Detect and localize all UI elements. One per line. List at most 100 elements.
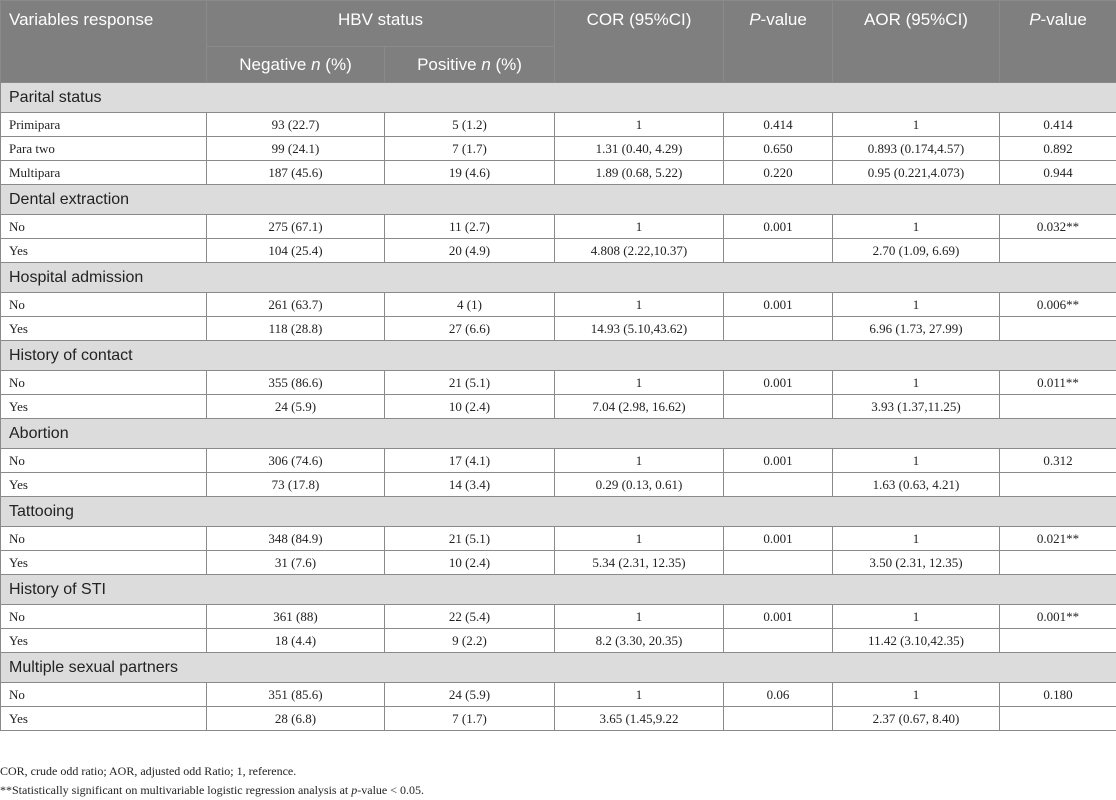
positive-cell: 21 (5.1) [383, 526, 556, 551]
aor-cell: 1 [832, 292, 1001, 317]
cor-cell: 1 [554, 214, 725, 239]
aor-p-value-cell [999, 706, 1116, 731]
row-label: No [0, 370, 207, 395]
cor-cell: 1 [554, 604, 725, 629]
aor-cell: 3.93 (1.37,11.25) [832, 394, 1001, 419]
negative-cell: 24 (5.9) [206, 394, 385, 419]
row-label: Yes [0, 394, 207, 419]
positive-cell: 19 (4.6) [383, 160, 556, 185]
row-label: Yes [0, 316, 207, 341]
negative-cell: 18 (4.4) [206, 628, 385, 653]
cor-cell: 5.34 (2.31, 12.35) [554, 550, 725, 575]
negative-cell: 93 (22.7) [206, 112, 385, 137]
cor-cell: 1 [554, 448, 725, 473]
aor-p-value-cell [999, 394, 1116, 419]
cor-p-value-cell: 0.001 [723, 604, 834, 629]
aor-cell: 6.96 (1.73, 27.99) [832, 316, 1001, 341]
header-aor: AOR (95%CI) [832, 0, 1001, 83]
table-row: Yes 73 (17.8) 14 (3.4) 0.29 (0.13, 0.61) 1.6… [0, 472, 1116, 497]
group-header-row: Dental extraction [0, 184, 1116, 215]
aor-cell: 1 [832, 604, 1001, 629]
aor-p-value-cell [999, 238, 1116, 263]
cor-p-value-cell: 0.001 [723, 526, 834, 551]
aor-cell: 0.95 (0.221,4.073) [832, 160, 1001, 185]
header-hbv-status: HBV status [205, 0, 556, 47]
header-variables: Variables response [0, 0, 207, 83]
table-row: No 261 (63.7) 4 (1) 1 0.001 1 0.006** [0, 292, 1116, 317]
table-row: Yes 18 (4.4) 9 (2.2) 8.2 (3.30, 20.35) 11.42… [0, 628, 1116, 653]
cor-p-value-cell: 0.06 [723, 682, 834, 707]
table-header: Variables response HBV status COR (95%CI… [0, 0, 1116, 83]
cor-cell: 1.89 (0.68, 5.22) [554, 160, 725, 185]
negative-cell: 118 (28.8) [206, 316, 385, 341]
aor-cell: 2.37 (0.67, 8.40) [832, 706, 1001, 731]
cor-p-value-cell: 0.650 [723, 136, 834, 161]
table-row: Para two 99 (24.1) 7 (1.7) 1.31 (0.40, 4.29… [0, 136, 1116, 161]
table-row: Yes 118 (28.8) 27 (6.6) 14.93 (5.10,43.62) 6… [0, 316, 1116, 341]
row-label: Yes [0, 628, 207, 653]
footnote-significance: **Statistically significant on multivari… [0, 783, 425, 797]
aor-p-value-cell: 0.892 [999, 136, 1116, 161]
aor-p-value-cell: 0.032** [999, 214, 1116, 239]
header-cor: COR (95%CI) [554, 0, 725, 83]
group-title: Tattooing [0, 496, 1116, 527]
row-label: Para two [0, 136, 207, 161]
row-label: No [0, 292, 207, 317]
group-header-row: Tattooing [0, 496, 1116, 527]
table-row: No 306 (74.6) 17 (4.1) 1 0.001 1 0.312 [0, 448, 1116, 473]
aor-p-value-cell: 0.011** [999, 370, 1116, 395]
cor-cell: 0.29 (0.13, 0.61) [554, 472, 725, 497]
group-header-row: History of STI [0, 574, 1116, 605]
table-row: Primipara 93 (22.7) 5 (1.2) 1 0.414 1 0.414 [0, 112, 1116, 137]
negative-cell: 261 (63.7) [206, 292, 385, 317]
header-positive: Positive n (%) [383, 46, 556, 83]
negative-cell: 348 (84.9) [206, 526, 385, 551]
header-p-value-1: P-value [723, 0, 834, 83]
negative-cell: 361 (88) [206, 604, 385, 629]
cor-cell: 1 [554, 370, 725, 395]
table-row: No 351 (85.6) 24 (5.9) 1 0.06 1 0.180 [0, 682, 1116, 707]
positive-cell: 21 (5.1) [383, 370, 556, 395]
negative-cell: 104 (25.4) [206, 238, 385, 263]
cor-p-value-cell: 0.001 [723, 448, 834, 473]
negative-cell: 275 (67.1) [206, 214, 385, 239]
positive-cell: 7 (1.7) [383, 706, 556, 731]
aor-p-value-cell: 0.944 [999, 160, 1116, 185]
table-body: Parital status Primipara 93 (22.7) 5 (1.2) 1… [0, 82, 1116, 731]
cor-cell: 1 [554, 682, 725, 707]
positive-cell: 17 (4.1) [383, 448, 556, 473]
cor-cell: 1 [554, 526, 725, 551]
negative-cell: 351 (85.6) [206, 682, 385, 707]
positive-cell: 20 (4.9) [383, 238, 556, 263]
cor-cell: 1 [554, 112, 725, 137]
positive-cell: 5 (1.2) [383, 112, 556, 137]
group-title: Multiple sexual partners [0, 652, 1116, 683]
group-header-row: History of contact [0, 340, 1116, 371]
aor-p-value-cell [999, 628, 1116, 653]
positive-cell: 14 (3.4) [383, 472, 556, 497]
row-label: Yes [0, 550, 207, 575]
aor-cell: 1.63 (0.63, 4.21) [832, 472, 1001, 497]
positive-cell: 10 (2.4) [383, 550, 556, 575]
table-row: Yes 24 (5.9) 10 (2.4) 7.04 (2.98, 16.62) 3.9… [0, 394, 1116, 419]
negative-cell: 28 (6.8) [206, 706, 385, 731]
row-label: Primipara [0, 112, 207, 137]
row-label: Yes [0, 238, 207, 263]
aor-p-value-cell: 0.312 [999, 448, 1116, 473]
aor-p-value-cell: 0.414 [999, 112, 1116, 137]
positive-cell: 7 (1.7) [383, 136, 556, 161]
table-row: Yes 31 (7.6) 10 (2.4) 5.34 (2.31, 12.35) 3.5… [0, 550, 1116, 575]
negative-cell: 187 (45.6) [206, 160, 385, 185]
cor-p-value-cell [723, 316, 834, 341]
group-header-row: Multiple sexual partners [0, 652, 1116, 683]
cor-cell: 3.65 (1.45,9.22 [554, 706, 725, 731]
header-negative: Negative n (%) [206, 46, 385, 83]
hbv-risk-factor-table: Variables response HBV status COR (95%CI… [0, 0, 1116, 731]
negative-cell: 355 (86.6) [206, 370, 385, 395]
cor-p-value-cell: 0.001 [723, 370, 834, 395]
cor-cell: 1 [554, 292, 725, 317]
cor-p-value-cell [723, 706, 834, 731]
cor-p-value-cell: 0.220 [723, 160, 834, 185]
table-footnotes: COR, crude odd ratio; AOR, adjusted odd … [0, 762, 424, 800]
positive-cell: 27 (6.6) [383, 316, 556, 341]
